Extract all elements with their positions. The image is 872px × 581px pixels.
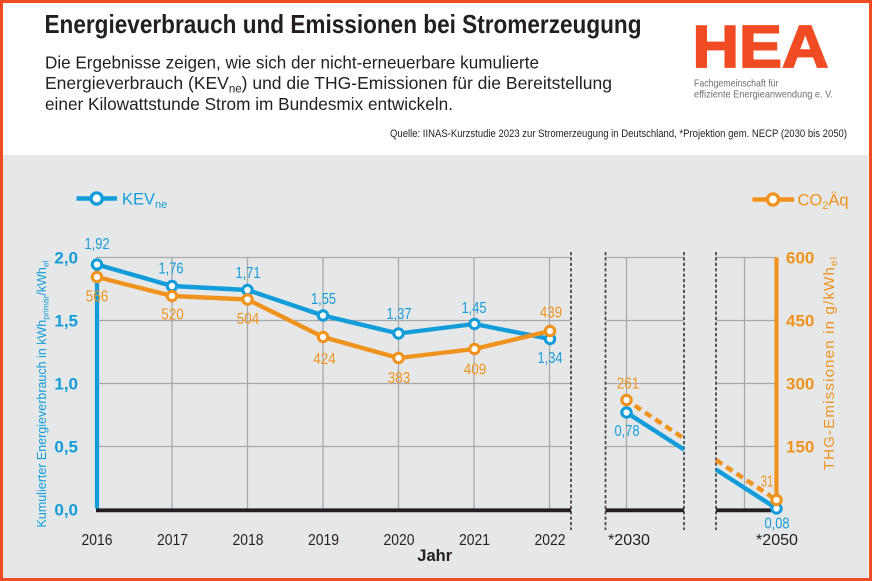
svg-text:2017: 2017	[157, 532, 188, 549]
svg-text:Jahr: Jahr	[417, 547, 452, 565]
svg-text:1,37: 1,37	[387, 306, 412, 323]
svg-text:effiziente Energieanwendung e.: effiziente Energieanwendung e. V.	[694, 90, 833, 101]
svg-text:Die Ergebnisse zeigen, wie sic: Die Ergebnisse zeigen, wie sich der nich…	[45, 53, 539, 73]
svg-text:1,5: 1,5	[54, 312, 78, 331]
svg-text:439: 439	[540, 305, 563, 322]
svg-text:*2030: *2030	[608, 532, 650, 549]
svg-text:2021: 2021	[459, 532, 490, 549]
svg-text:Kumulierter Energieverbrauch i: Kumulierter Energieverbrauch in kWhprimä…	[35, 260, 51, 527]
svg-text:504: 504	[237, 311, 260, 328]
svg-text:1,71: 1,71	[236, 265, 261, 282]
svg-text:0,78: 0,78	[615, 423, 640, 440]
svg-text:KEVne: KEVne	[122, 191, 167, 212]
svg-text:2018: 2018	[233, 532, 264, 549]
svg-text:1,0: 1,0	[54, 375, 78, 394]
svg-text:261: 261	[617, 376, 640, 393]
svg-text:150: 150	[786, 438, 814, 457]
svg-text:HEA: HEA	[693, 14, 829, 80]
svg-text:Fachgemeinschaft für: Fachgemeinschaft für	[694, 79, 779, 90]
svg-text:600: 600	[786, 249, 814, 268]
svg-text:300: 300	[786, 375, 814, 394]
svg-text:Energieverbrauch (KEVne) und d: Energieverbrauch (KEVne) und die THG-Emi…	[45, 73, 612, 96]
svg-text:1,76: 1,76	[159, 261, 184, 278]
svg-text:Energieverbrauch und Emissione: Energieverbrauch und Emissionen bei Stro…	[45, 9, 642, 39]
svg-text:31: 31	[761, 474, 774, 491]
svg-text:1,92: 1,92	[85, 236, 110, 253]
svg-text:1,34: 1,34	[538, 350, 563, 367]
svg-text:0,5: 0,5	[54, 438, 78, 457]
svg-text:1,55: 1,55	[311, 291, 336, 308]
svg-text:THG-Emissionen in g/kWhel: THG-Emissionen in g/kWhel	[821, 256, 840, 471]
svg-text:0,0: 0,0	[54, 501, 78, 520]
svg-text:424: 424	[313, 351, 336, 368]
svg-text:einer Kilowattstunde Strom im: einer Kilowattstunde Strom im Bundesmix …	[45, 94, 453, 114]
svg-text:2020: 2020	[384, 532, 415, 549]
svg-text:0,08: 0,08	[765, 516, 790, 533]
svg-text:409: 409	[464, 362, 487, 379]
svg-text:Quelle: IINAS-Kurzstudie 2023: Quelle: IINAS-Kurzstudie 2023 zur Strome…	[390, 128, 847, 140]
svg-text:566: 566	[86, 289, 109, 306]
svg-text:383: 383	[388, 370, 411, 387]
svg-text:2,0: 2,0	[54, 249, 78, 268]
svg-text:450: 450	[786, 312, 814, 331]
svg-text:CO2Äq: CO2Äq	[798, 192, 849, 213]
svg-text:*2050: *2050	[756, 532, 798, 549]
svg-text:2016: 2016	[82, 532, 113, 549]
svg-text:2022: 2022	[535, 532, 566, 549]
svg-text:1,45: 1,45	[462, 300, 487, 317]
svg-text:2019: 2019	[308, 532, 339, 549]
svg-text:520: 520	[161, 307, 184, 324]
